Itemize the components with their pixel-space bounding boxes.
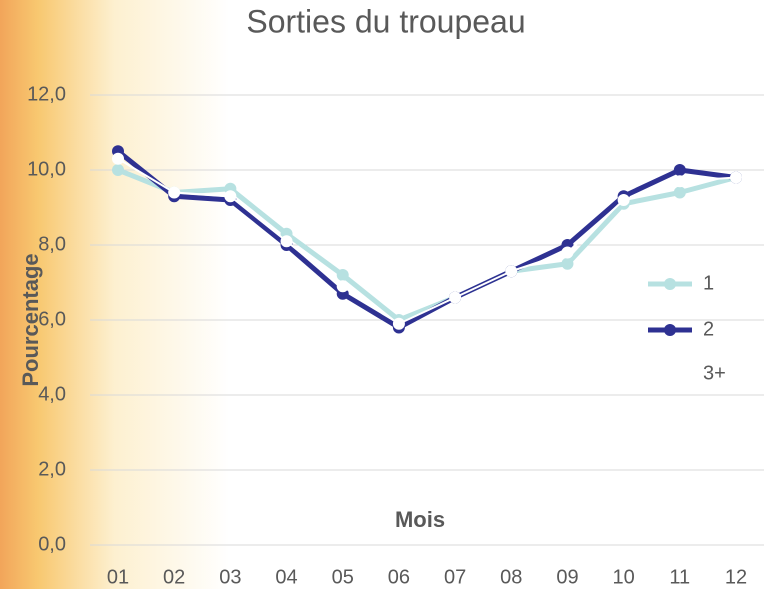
x-tick-label: 08 [500, 566, 522, 588]
x-tick-label: 06 [388, 566, 410, 588]
x-tick-label: 11 [669, 566, 690, 588]
data-point [561, 257, 574, 270]
x-tick-label: 07 [444, 566, 466, 588]
x-tick-label: 03 [219, 566, 241, 588]
series-line [117, 157, 737, 325]
data-point [224, 190, 237, 203]
legend-marker [664, 278, 676, 290]
data-point [617, 194, 630, 206]
data-point [336, 280, 349, 293]
data-point [280, 235, 293, 248]
legend-marker [664, 324, 676, 336]
y-tick-label: 12,0 [27, 83, 66, 105]
x-tick-label: 04 [275, 566, 297, 588]
data-point [112, 152, 124, 165]
data-point [673, 164, 686, 176]
data-point [392, 317, 405, 330]
x-tick-label: 09 [556, 566, 578, 588]
x-axis-title: Mois [395, 507, 445, 532]
data-point [505, 265, 518, 278]
chart-title: Sorties du troupeau [246, 3, 525, 39]
y-tick-label: 0,0 [38, 533, 66, 555]
data-point [449, 291, 462, 304]
data-point [336, 269, 349, 281]
y-tick-label: 10,0 [27, 158, 66, 180]
x-tick-label: 10 [613, 566, 635, 588]
legend-label: 1 [703, 272, 714, 294]
x-tick-label: 01 [107, 566, 129, 588]
series-line [117, 167, 737, 323]
data-point [168, 186, 181, 199]
y-tick-label: 8,0 [38, 233, 66, 255]
x-tick-label: 12 [725, 566, 747, 588]
data-point [730, 171, 742, 184]
y-tick-label: 4,0 [38, 383, 66, 405]
data-point [673, 186, 686, 199]
x-tick-label: 05 [332, 566, 354, 588]
y-tick-label: 6,0 [38, 308, 66, 330]
legend-marker [664, 368, 676, 380]
data-point [112, 164, 124, 176]
x-tick-label: 02 [163, 566, 185, 588]
y-axis-title: Pourcentage [18, 253, 43, 386]
data-point [561, 246, 574, 259]
y-tick-label: 2,0 [38, 458, 66, 480]
data-point [673, 175, 686, 188]
legend-label: 3+ [703, 362, 726, 384]
legend-label: 2 [703, 318, 714, 340]
series-line [116, 149, 737, 330]
